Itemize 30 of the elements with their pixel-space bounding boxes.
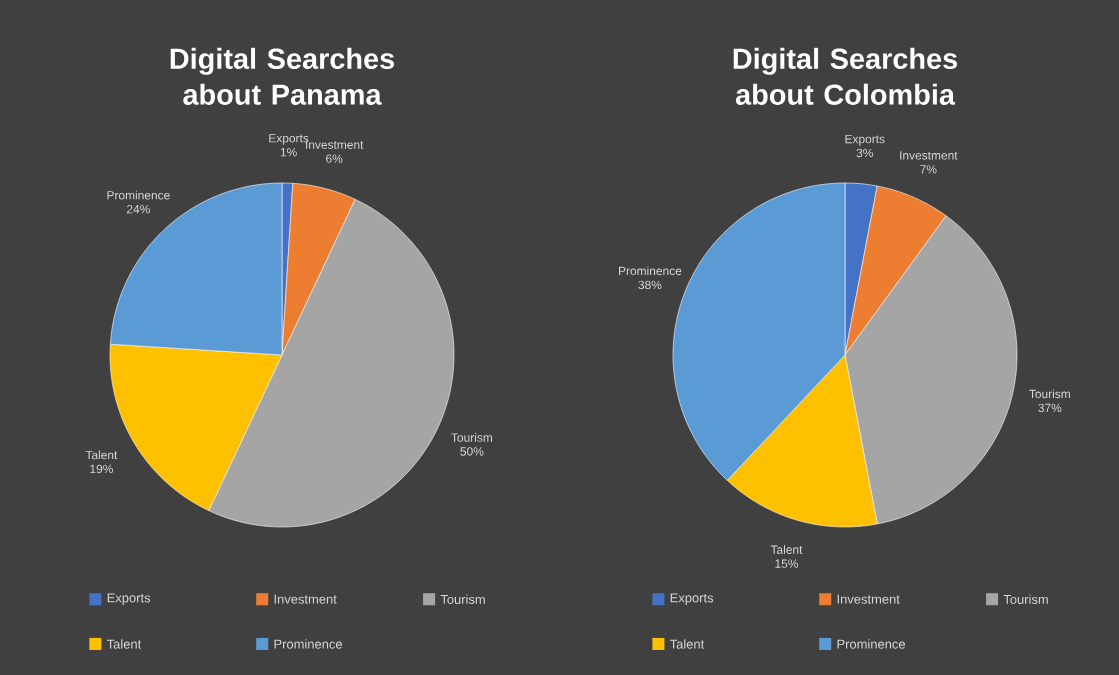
- legend-label: Exports: [670, 593, 714, 606]
- data-label: 6%: [326, 154, 343, 163]
- legend-label: Investment: [274, 594, 337, 604]
- slice-label: Talent: [770, 545, 803, 554]
- slice-label: Investment: [900, 151, 958, 160]
- slice-label: Tourism: [1029, 389, 1070, 399]
- chart-title: Digital Searches about Colombia: [733, 47, 958, 105]
- legend-label: Exports: [107, 593, 151, 606]
- data-label: 7%: [920, 165, 937, 174]
- data-label: 19%: [90, 464, 113, 474]
- legend-label: Prominence: [837, 639, 906, 649]
- data-label: 15%: [775, 559, 798, 568]
- legend-label: Tourism: [440, 594, 485, 604]
- data-label: 37%: [1038, 403, 1062, 413]
- legend-label: Tourism: [1003, 594, 1048, 604]
- slice-label: Talent: [85, 450, 118, 460]
- data-label: 50%: [460, 447, 484, 456]
- legend-label: Talent: [669, 639, 705, 649]
- data-label: 1%: [280, 148, 297, 157]
- legend-label: Investment: [837, 594, 900, 604]
- data-label: 3%: [856, 148, 873, 158]
- data-label: 38%: [638, 280, 662, 290]
- chart-title: Digital Searches about Panama: [170, 47, 394, 105]
- data-label: 24%: [127, 204, 150, 214]
- slice-label: Prominence: [107, 190, 170, 200]
- slice-label: Prominence: [619, 266, 682, 276]
- slice-label: Exports: [845, 134, 885, 146]
- legend-label: Talent: [106, 639, 142, 649]
- slice-label: Tourism: [451, 432, 493, 442]
- legend-label: Prominence: [274, 639, 343, 649]
